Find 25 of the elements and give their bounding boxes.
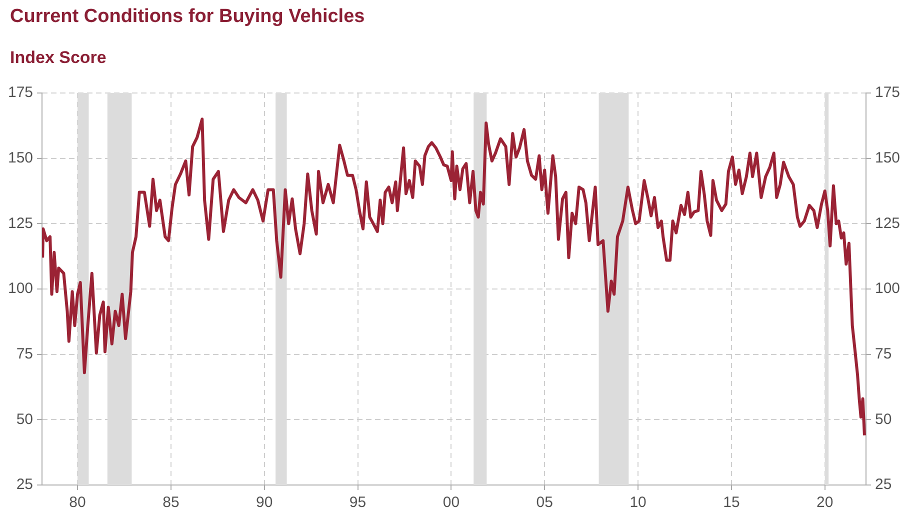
y-tick-label: 175 — [8, 84, 34, 102]
chart-subtitle: Index Score — [10, 48, 106, 68]
x-tick-label: 05 — [536, 494, 553, 512]
x-tick-label: 00 — [442, 494, 460, 512]
x-tick-label: 90 — [256, 494, 273, 512]
y-tick-label: 75 — [16, 345, 34, 362]
y2-tick-label: 100 — [874, 280, 900, 298]
x-tick-label: 85 — [162, 494, 180, 512]
y2-tick-label: 25 — [874, 476, 892, 494]
chart-title: Current Conditions for Buying Vehicles — [10, 6, 365, 28]
x-tick-label: 95 — [349, 494, 366, 512]
x-tick-label: 20 — [816, 494, 834, 512]
y-tick-label: 150 — [8, 149, 34, 166]
y2-tick-label: 125 — [874, 214, 900, 232]
y-tick-label: 100 — [8, 280, 34, 298]
y2-tick-label: 50 — [874, 410, 892, 428]
x-tick-label: 15 — [723, 494, 740, 512]
y-tick-label: 50 — [16, 410, 34, 428]
y-tick-label: 25 — [16, 476, 34, 494]
x-tick-label: 10 — [630, 494, 646, 512]
y-tick-label: 125 — [8, 214, 34, 232]
y2-tick-label: 175 — [874, 84, 900, 102]
y2-tick-label: 150 — [874, 149, 900, 166]
y2-tick-label: 75 — [874, 345, 892, 362]
x-tick-label: 80 — [69, 494, 86, 512]
